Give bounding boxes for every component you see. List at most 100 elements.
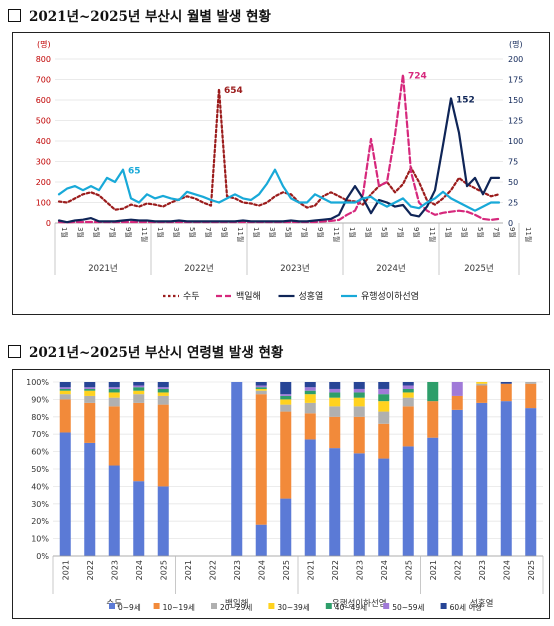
checkbox-square-icon <box>8 345 21 358</box>
bar-segment-0~9세 <box>304 439 316 556</box>
month-tick-label: 3월 <box>76 227 85 238</box>
right-tick-label: 50 <box>508 178 518 187</box>
bar-segment-10~19세 <box>476 385 488 403</box>
section-title-monthly: 2021년~2025년 부산시 월별 발생 현황 <box>8 5 271 25</box>
month-tick-label: 1월 <box>348 227 357 238</box>
bar-segment-10~19세 <box>500 383 512 402</box>
year-tick-label: 2024 <box>257 560 266 580</box>
bar-segment-0~9세 <box>133 481 145 556</box>
bar-segment-30~39세 <box>353 397 365 407</box>
year-tick-label: 2022 <box>331 560 340 580</box>
bar-segment-50~59세 <box>451 382 463 396</box>
group-label: 성홍열 <box>470 598 494 609</box>
data-label: 152 <box>456 95 475 105</box>
year-tick-label: 2025 <box>527 560 536 580</box>
legend-swatch <box>153 603 160 609</box>
bar-segment-20~29세 <box>476 383 488 386</box>
checkbox-square-icon <box>8 9 21 22</box>
bar-segment-50~59세 <box>280 394 292 396</box>
bar-segment-10~19세 <box>280 411 292 499</box>
bar-segment-40~49세 <box>255 387 267 389</box>
legend-swatch <box>109 603 115 609</box>
bar-segment-40~49세 <box>108 388 120 393</box>
month-tick-label: 9월 <box>220 227 229 238</box>
month-tick-label: 5월 <box>476 227 485 238</box>
bar-segment-20~29세 <box>353 406 365 417</box>
bar-segment-40~49세 <box>353 392 365 398</box>
bar-segment-60세 이상 <box>329 382 341 389</box>
monthly-chart-panel: (명) (명) 0 100 200 300 400 500 600 700 800 0 25 50 75 10… <box>12 32 550 315</box>
legend-swatch <box>211 603 217 609</box>
year-tick-label: 2021 <box>306 560 315 580</box>
bar-segment-50~59세 <box>329 388 341 393</box>
bar-segment-20~29세 <box>133 394 145 403</box>
bar-segment-0~9세 <box>108 465 120 556</box>
bar-segment-0~9세 <box>500 401 512 556</box>
bar-segment-50~59세 <box>133 385 145 388</box>
bar-segment-10~19세 <box>59 399 71 433</box>
legend-swatch <box>383 603 390 609</box>
bar-segment-20~29세 <box>402 397 414 407</box>
y-tick-label: 80% <box>31 413 49 422</box>
section-title-text: 2021년~2025년 부산시 월별 발생 현황 <box>29 9 271 25</box>
bar-segment-20~29세 <box>378 411 390 424</box>
bar-segment-50~59세 <box>255 385 267 388</box>
bar-segment-20~29세 <box>157 395 169 405</box>
year-tick-label: 2022 <box>86 560 95 580</box>
bar-segment-20~29세 <box>329 406 341 417</box>
bar-segment-60세 이상 <box>402 382 414 386</box>
month-tick-label: 7월 <box>300 227 309 238</box>
bar-segment-60세 이상 <box>255 382 267 386</box>
bar-segment-50~59세 <box>108 387 120 389</box>
bar-segment-20~29세 <box>255 390 267 395</box>
data-label: 65 <box>128 167 141 177</box>
series-line-수두 <box>57 87 501 211</box>
age-chart-panel: 0% 10% 20% 30% 40% 50% 60% 70% 80% 90% 100% 2021 202… <box>12 369 550 619</box>
bar-segment-40~49세 <box>133 387 145 391</box>
left-tick-label: 0 <box>46 219 51 228</box>
bar-segment-20~29세 <box>108 397 120 407</box>
section-title-text: 2021년~2025년 부산시 연령별 발생 현황 <box>29 345 284 361</box>
bar-segment-10~19세 <box>133 402 145 482</box>
left-tick-label: 400 <box>36 137 51 146</box>
series-line-유행성이하선염 <box>57 168 501 212</box>
monthly-line-chart: (명) (명) 0 100 200 300 400 500 600 700 800 0 25 50 75 10… <box>36 39 533 302</box>
bar-segment-0~9세 <box>231 382 243 556</box>
bar-segment-20~29세 <box>304 402 316 414</box>
bar-segment-10~19세 <box>525 383 537 409</box>
month-tick-label: 1월 <box>252 227 261 238</box>
right-tick-label: 175 <box>508 76 523 85</box>
bar-segment-0~9세 <box>255 524 267 556</box>
year-tick-label: 2022 <box>453 560 462 580</box>
year-tick-label: 2023 <box>355 560 364 580</box>
group-label: 백일해 <box>225 598 248 609</box>
bar-segment-50~59세 <box>402 385 414 389</box>
left-tick-label: 700 <box>36 76 51 85</box>
bar-segment-30~39세 <box>280 399 292 405</box>
legend-label: 수두 <box>183 291 200 302</box>
year-tick-label: 2025 <box>404 560 413 580</box>
bar-segment-0~9세 <box>525 408 537 556</box>
legend-label: 0~9세 <box>118 603 141 612</box>
right-tick-label: 100 <box>508 137 523 146</box>
bar-segment-0~9세 <box>59 432 71 556</box>
bar-segment-60세 이상 <box>500 382 512 384</box>
bar-segment-10~19세 <box>451 395 463 410</box>
bar-segment-60세 이상 <box>84 382 96 388</box>
section-title-age: 2021년~2025년 부산시 연령별 발생 현황 <box>8 341 283 361</box>
legend-swatch <box>268 603 275 609</box>
bar-segment-10~19세 <box>255 394 267 525</box>
year-label: 2022년 <box>184 263 213 274</box>
y-tick-label: 90% <box>31 395 49 404</box>
legend-label: 유행성이하선염 <box>361 290 419 302</box>
year-tick-label: 2021 <box>429 560 438 580</box>
y-tick-label: 50% <box>31 465 49 474</box>
right-tick-label: 75 <box>508 158 518 167</box>
month-tick-label: 9월 <box>124 227 133 238</box>
bar-segment-60세 이상 <box>108 382 120 388</box>
bar-segment-40~49세 <box>402 388 414 393</box>
bar-segment-10~19세 <box>353 416 365 454</box>
bar-segment-40~49세 <box>378 394 390 402</box>
bar-segment-0~9세 <box>329 448 341 556</box>
left-tick-label: 100 <box>36 199 51 208</box>
